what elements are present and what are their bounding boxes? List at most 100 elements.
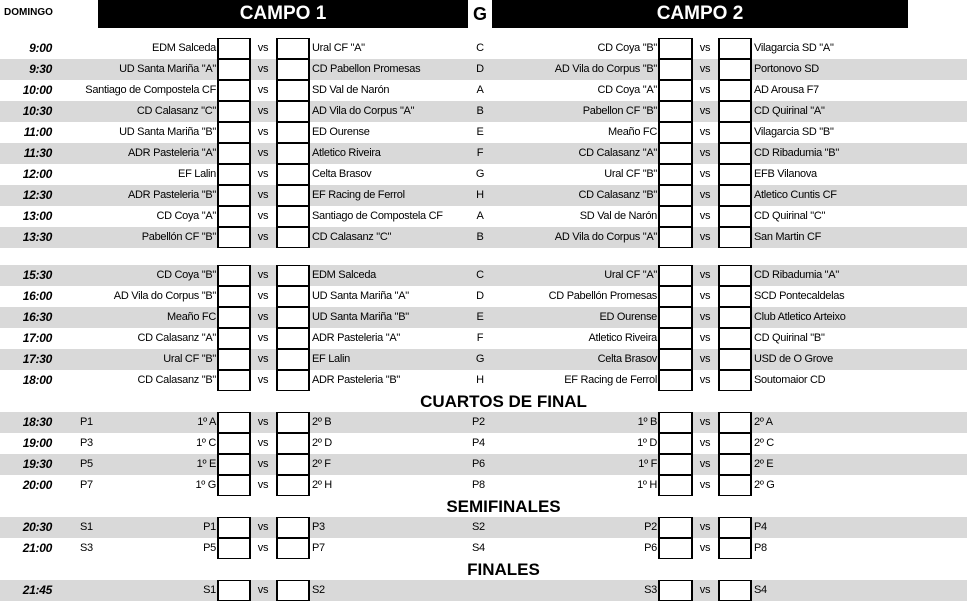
campo2-away-score-box[interactable] <box>718 206 752 227</box>
campo1-home-score-box[interactable] <box>217 538 251 559</box>
campo1-away-score-box[interactable] <box>276 206 310 227</box>
campo1-home-score-box[interactable] <box>217 80 251 101</box>
campo2-away-score-box[interactable] <box>718 517 752 538</box>
campo2-away-score-box[interactable] <box>718 143 752 164</box>
campo2-home-team: ED Ourense <box>599 311 657 323</box>
campo1-home-score-box[interactable] <box>217 517 251 538</box>
campo1-away-score-box[interactable] <box>276 286 310 307</box>
campo2-away-score-box[interactable] <box>718 101 752 122</box>
campo1-away-score-box[interactable] <box>276 101 310 122</box>
campo2-away-score-box[interactable] <box>718 538 752 559</box>
campo1-home-score-box[interactable] <box>217 370 251 391</box>
campo1-away-score-box[interactable] <box>276 80 310 101</box>
campo1-vs-label: vs <box>257 332 269 344</box>
campo2-home-score-box[interactable] <box>658 143 693 164</box>
campo1-away-score-box[interactable] <box>276 412 310 433</box>
campo2-away-score-box[interactable] <box>718 185 752 206</box>
campo1-vs-label: vs <box>257 84 269 96</box>
campo1-home-score-box[interactable] <box>217 412 251 433</box>
campo1-home-score-box[interactable] <box>217 143 251 164</box>
campo1-home-score-box[interactable] <box>217 454 251 475</box>
campo2-home-score-box[interactable] <box>658 538 693 559</box>
match-row: 18:00 CD Calasanz "B" vs ADR Pasteleria "B"… <box>0 370 967 391</box>
campo2-home-score-box[interactable] <box>658 265 693 286</box>
campo2-home-score-box[interactable] <box>658 370 693 391</box>
campo2-home-score-box[interactable] <box>658 185 693 206</box>
campo1-away-score-box[interactable] <box>276 164 310 185</box>
campo2-away-score-box[interactable] <box>718 433 752 454</box>
campo2-away-score-box[interactable] <box>718 454 752 475</box>
campo1-away-score-box[interactable] <box>276 475 310 496</box>
campo1-away-score-box[interactable] <box>276 580 310 601</box>
campo1-home-score-box[interactable] <box>217 101 251 122</box>
campo1-away-score-box[interactable] <box>276 370 310 391</box>
campo2-away-score-box[interactable] <box>718 59 752 80</box>
campo2-home-score-box[interactable] <box>658 349 693 370</box>
campo1-away-score-box[interactable] <box>276 433 310 454</box>
campo2-away-score-box[interactable] <box>718 370 752 391</box>
campo2-away-score-box[interactable] <box>718 286 752 307</box>
campo1-home-score-box[interactable] <box>217 122 251 143</box>
campo1-home-score-box[interactable] <box>217 227 251 248</box>
campo2-away-score-box[interactable] <box>718 580 752 601</box>
campo1-home-score-box[interactable] <box>217 286 251 307</box>
campo1-home-score-box[interactable] <box>217 185 251 206</box>
campo2-away-score-box[interactable] <box>718 164 752 185</box>
campo1-home-score-box[interactable] <box>217 475 251 496</box>
campo1-away-score-box[interactable] <box>276 265 310 286</box>
campo1-home-score-box[interactable] <box>217 38 251 59</box>
campo2-home-score-box[interactable] <box>658 227 693 248</box>
campo2-home-score-box[interactable] <box>658 122 693 143</box>
campo2-away-score-box[interactable] <box>718 328 752 349</box>
campo1-home-score-box[interactable] <box>217 580 251 601</box>
campo2-away-score-box[interactable] <box>718 80 752 101</box>
campo1-away-score-box[interactable] <box>276 143 310 164</box>
campo2-home-team: SD Val de Narón <box>579 210 658 222</box>
campo2-home-score-box[interactable] <box>658 433 693 454</box>
campo1-home-score-box[interactable] <box>217 307 251 328</box>
campo1-home-score-box[interactable] <box>217 265 251 286</box>
campo1-away-score-box[interactable] <box>276 38 310 59</box>
campo2-away-score-box[interactable] <box>718 122 752 143</box>
campo1-away-score-box[interactable] <box>276 307 310 328</box>
campo2-home-score-box[interactable] <box>658 286 693 307</box>
campo2-away-score-box[interactable] <box>718 475 752 496</box>
campo1-home-score-box[interactable] <box>217 328 251 349</box>
match-time: 12:00 <box>22 167 53 181</box>
campo1-away-score-box[interactable] <box>276 227 310 248</box>
campo2-home-score-box[interactable] <box>658 517 693 538</box>
campo1-home-score-box[interactable] <box>217 59 251 80</box>
campo2-away-score-box[interactable] <box>718 349 752 370</box>
campo1-away-score-box[interactable] <box>276 349 310 370</box>
campo2-home-score-box[interactable] <box>658 412 693 433</box>
match-time: 17:00 <box>22 331 53 345</box>
campo2-home-score-box[interactable] <box>658 164 693 185</box>
campo2-home-score-box[interactable] <box>658 101 693 122</box>
campo2-home-score-box[interactable] <box>658 475 693 496</box>
campo1-away-team: ED Ourense <box>312 126 370 138</box>
campo1-away-score-box[interactable] <box>276 328 310 349</box>
campo2-away-score-box[interactable] <box>718 412 752 433</box>
campo2-home-score-box[interactable] <box>658 206 693 227</box>
campo2-home-score-box[interactable] <box>658 580 693 601</box>
campo2-away-score-box[interactable] <box>718 265 752 286</box>
campo2-home-score-box[interactable] <box>658 59 693 80</box>
campo2-away-score-box[interactable] <box>718 227 752 248</box>
campo2-home-score-box[interactable] <box>658 454 693 475</box>
campo1-home-score-box[interactable] <box>217 206 251 227</box>
campo1-away-score-box[interactable] <box>276 517 310 538</box>
campo1-away-score-box[interactable] <box>276 185 310 206</box>
campo1-away-score-box[interactable] <box>276 454 310 475</box>
campo2-home-score-box[interactable] <box>658 80 693 101</box>
campo2-home-score-box[interactable] <box>658 38 693 59</box>
campo2-home-score-box[interactable] <box>658 307 693 328</box>
campo1-home-score-box[interactable] <box>217 349 251 370</box>
campo2-away-score-box[interactable] <box>718 307 752 328</box>
campo2-away-score-box[interactable] <box>718 38 752 59</box>
campo1-home-score-box[interactable] <box>217 164 251 185</box>
campo1-away-score-box[interactable] <box>276 59 310 80</box>
campo1-away-score-box[interactable] <box>276 538 310 559</box>
campo1-away-score-box[interactable] <box>276 122 310 143</box>
campo2-home-score-box[interactable] <box>658 328 693 349</box>
campo1-home-score-box[interactable] <box>217 433 251 454</box>
